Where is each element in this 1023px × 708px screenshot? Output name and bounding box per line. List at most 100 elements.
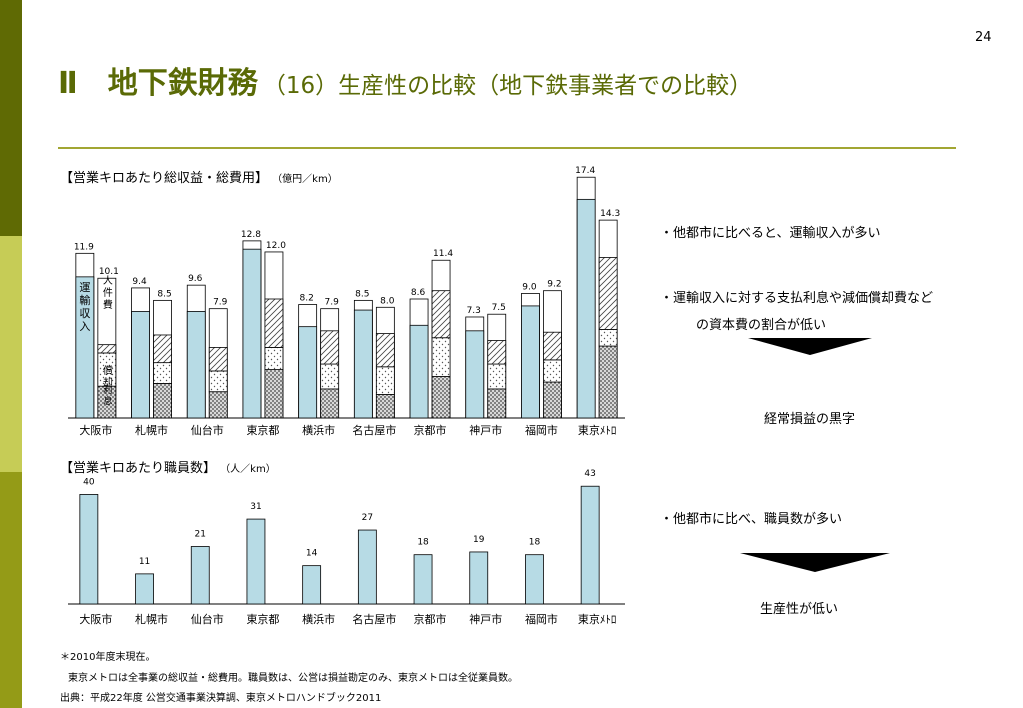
personnel-segment: [208, 347, 228, 372]
category-label: 大阪市: [79, 612, 112, 626]
category-label: 東京都: [246, 612, 279, 626]
depreciation-segment: [153, 383, 172, 419]
category-label: 名古屋市: [352, 612, 396, 626]
interest-segment-label: 利: [103, 384, 112, 396]
cost-value-label: 14.3: [600, 209, 620, 219]
transport-revenue-segment: [298, 326, 318, 419]
transport-revenue-segment: [131, 311, 150, 419]
cost-value-label: 10.1: [99, 267, 119, 277]
transport-revenue-segment: [576, 198, 596, 419]
staff-value-label: 14: [306, 549, 318, 559]
staff-value-label: 31: [250, 502, 261, 512]
category-label: 福岡市: [525, 612, 558, 626]
slide-title-sub: （16）生産性の比較（地下鉄事業者での比較）: [262, 73, 753, 99]
footnote-scope: 東京メトロは全事業の総収益・総費用。職員数は、公営は損益勘定のみ、東京メトロは全…: [68, 673, 518, 684]
sidebar-band-top: [0, 0, 22, 236]
staff-value-label: 19: [473, 535, 485, 545]
revenue-value-label: 8.6: [411, 288, 426, 298]
depreciation-segment: [543, 381, 562, 419]
cost-value-label: 7.5: [492, 303, 506, 313]
transport-revenue-segment: [353, 309, 373, 419]
cost-value-label: 9.2: [547, 280, 561, 290]
staff-bar: [413, 554, 433, 605]
depreciation-segment-label: 却: [103, 377, 113, 389]
staff-bar: [357, 529, 377, 605]
staff-value-label: 18: [417, 538, 429, 548]
interest-segment: [598, 329, 618, 347]
personnel-segment-label: 件: [103, 287, 113, 299]
staff-bar: [246, 518, 266, 605]
revenue-value-label: 7.3: [467, 306, 481, 316]
interest-segment: [431, 337, 451, 377]
transport-revenue-segment: [521, 305, 540, 419]
interest-segment: [320, 363, 340, 390]
staff-chart: 40 大阪市 11 札幌市 21 仙台市 31 東京都 14 横浜市 27 名古屋市 18 京都市 19 神戸…: [68, 469, 625, 626]
depreciation-segment: [431, 376, 451, 419]
footnote-source: 出典：平成22年度 公営交通事業決算調、東京メトロハンドブック2011: [60, 693, 382, 704]
revenue-value-label: 9.6: [188, 274, 203, 284]
personnel-segment: [153, 334, 172, 364]
staff-value-label: 27: [362, 513, 373, 523]
personnel-segment-label: 費: [103, 298, 113, 311]
staff-bar: [525, 554, 544, 605]
staff-value-label: 11: [139, 557, 150, 567]
interest-segment: [208, 370, 228, 393]
revenue-value-label: 17.4: [575, 166, 595, 176]
result-profit: 経常損益の黒字: [764, 412, 856, 427]
staff-value-label: 40: [83, 477, 95, 487]
category-label: 横浜市: [302, 423, 335, 437]
personnel-segment-label: 人: [103, 275, 113, 287]
arrow-down-icon-2: [740, 553, 890, 572]
sidebar-band-bottom: [0, 472, 22, 708]
staff-bar: [190, 546, 210, 605]
category-label: 大阪市: [79, 423, 112, 437]
cost-value-label: 11.4: [433, 249, 453, 259]
cost-value-label: 7.9: [213, 298, 228, 308]
chart2-title-text: 【営業キロあたり職員数】: [60, 461, 217, 476]
personnel-segment: [97, 344, 117, 354]
transport-revenue-segment: [465, 330, 485, 419]
transport-revenue-segment: [409, 324, 429, 419]
revenue-value-label: 9.4: [132, 277, 147, 287]
revenue-value-label: 8.5: [355, 289, 369, 299]
note-capital-cost: ・運輸収入に対する支払利息や減価償却費など: [660, 291, 934, 306]
transport-revenue-segment: [75, 276, 95, 419]
category-label: 福岡市: [525, 423, 558, 437]
depreciation-segment: [320, 388, 340, 419]
revenue-value-label: 11.9: [74, 242, 94, 252]
chart1-unit: （億円／km）: [272, 174, 338, 185]
personnel-segment: [264, 298, 284, 348]
interest-segment: [264, 347, 284, 370]
chart1-title-text: 【営業キロあたり総収益・総費用】: [60, 171, 269, 186]
depreciation-segment-label: 償: [103, 364, 113, 377]
category-label: 横浜市: [302, 612, 335, 626]
staff-bar: [135, 573, 154, 605]
depreciation-segment: [375, 394, 395, 419]
personnel-segment: [487, 340, 507, 365]
category-label: 東京ﾒﾄﾛ: [578, 612, 617, 626]
category-label: 札幌市: [135, 423, 168, 437]
slide-title-main: Ⅱ 地下鉄財務: [58, 66, 258, 101]
personnel-segment: [431, 290, 451, 339]
depreciation-segment: [264, 369, 284, 419]
interest-segment: [543, 359, 562, 383]
revenue-segment-label: 入: [79, 320, 90, 333]
staff-value-label: 43: [584, 469, 595, 479]
staff-bar: [580, 485, 600, 605]
sidebar-band-middle: [0, 236, 22, 472]
category-label: 仙台市: [191, 612, 224, 626]
chart2-unit: （人／km）: [220, 464, 276, 475]
category-label: 東京ﾒﾄﾛ: [578, 423, 617, 437]
slide-title: Ⅱ 地下鉄財務 （16）生産性の比較（地下鉄事業者での比較）: [58, 58, 752, 102]
chart2-title: 【営業キロあたり職員数】 （人／km）: [60, 457, 276, 476]
interest-segment: [153, 362, 172, 384]
staff-bar: [469, 551, 489, 605]
sidebar-decoration: [0, 0, 22, 708]
category-label: 東京都: [246, 423, 279, 437]
title-rule: [58, 147, 956, 149]
note-staff: ・他都市に比べ、職員数が多い: [660, 512, 843, 527]
category-label: 京都市: [414, 612, 447, 626]
category-label: 神戸市: [469, 423, 502, 437]
arrow-down-icon: [748, 338, 872, 355]
